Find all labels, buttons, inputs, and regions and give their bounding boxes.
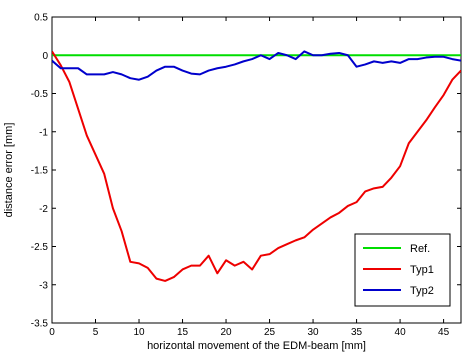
x-tick-label: 15 [177,327,189,338]
legend-label-ref: Ref. [410,243,430,255]
x-tick-label: 25 [264,327,276,338]
y-tick-label: -2 [39,204,48,215]
legend-label-typ2: Typ2 [410,285,434,297]
y-tick-label: 0 [42,51,48,62]
legend: Ref. Typ1 Typ2 [354,233,451,307]
x-tick-label: 5 [93,327,99,338]
x-tick-label: 30 [308,327,320,338]
y-tick-label: -2.5 [31,242,49,253]
y-tick-label: -1 [39,127,48,138]
y-tick-label: -3 [39,280,48,291]
x-axis-label: horizontal movement of the EDM-beam [mm] [147,340,366,352]
legend-label-typ1: Typ1 [410,264,434,276]
y-axis-ticks: 0.5 0 -0.5 -1 -1.5 -2 -2.5 -3 -3.5 [31,13,461,330]
y-tick-label: -3.5 [31,319,49,330]
x-axis-ticks: 0 5 10 15 20 25 30 35 40 45 [49,17,450,338]
x-tick-label: 10 [133,327,145,338]
y-axis-label: distance error [mm] [3,123,15,218]
y-tick-label: 0.5 [34,13,48,24]
y-tick-label: -0.5 [31,89,49,100]
series-lines [52,50,461,282]
x-tick-label: 0 [49,327,55,338]
x-tick-label: 40 [395,327,407,338]
x-tick-label: 20 [220,327,232,338]
x-tick-label: 45 [438,327,450,338]
y-tick-label: -1.5 [31,166,49,177]
series-line-typ1 [52,50,461,282]
series-line-typ2 [52,50,461,81]
x-tick-label: 35 [351,327,363,338]
